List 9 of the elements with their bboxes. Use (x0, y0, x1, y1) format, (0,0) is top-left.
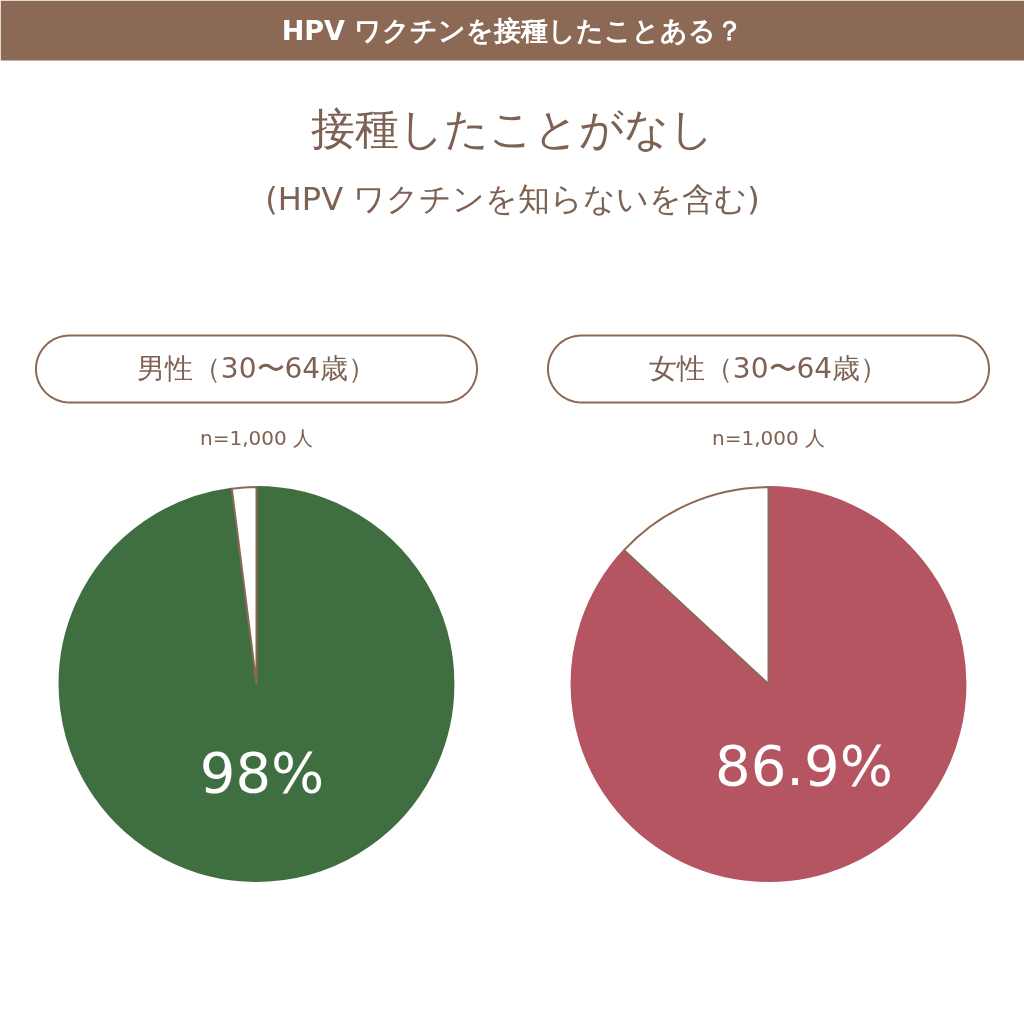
data-label: 98% (199, 739, 325, 805)
chart-title: 男性（30〜64歳） (136, 352, 377, 386)
chart-subtitle: n=1,000 人 (711, 425, 826, 450)
data-label: 86.9% (715, 732, 893, 798)
text: HPV ワクチンを接種したことある？ (281, 15, 744, 46)
chart-subtitle: n=1,000 人 (199, 425, 314, 450)
chart-title: 女性（30〜64歳） (648, 352, 889, 386)
text: 接種したことがなし (311, 103, 714, 154)
text: (HPV ワクチンを知らないを含む) (265, 179, 760, 218)
